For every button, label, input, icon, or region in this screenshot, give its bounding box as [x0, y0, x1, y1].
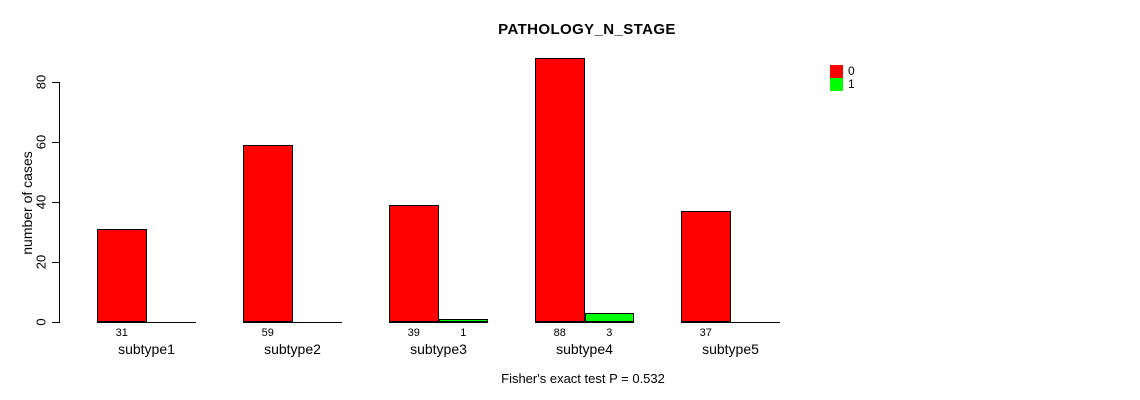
- x-category-label: subtype3: [410, 341, 467, 357]
- x-category-label: subtype2: [264, 341, 321, 357]
- bar-subtype5-series-0: [681, 211, 731, 322]
- y-axis-tick: [52, 322, 59, 323]
- y-axis-tick-label: 40: [33, 194, 49, 210]
- bar-count-label: 39: [407, 327, 420, 339]
- group-baseline: [681, 322, 780, 323]
- x-category-label: subtype4: [556, 341, 613, 357]
- x-category-label: subtype5: [702, 341, 759, 357]
- group-baseline: [243, 322, 342, 323]
- legend-swatch-1: [830, 78, 843, 91]
- y-axis-tick-label: 80: [33, 74, 49, 90]
- bar-subtype3-series-1: [438, 319, 488, 322]
- bar-count-label: 37: [699, 327, 712, 339]
- bar-subtype4-series-0: [535, 58, 585, 322]
- bar-subtype2-series-0: [243, 145, 293, 322]
- y-axis-line: [59, 82, 60, 323]
- bar-subtype1-series-0: [97, 229, 147, 322]
- x-category-label: subtype1: [118, 341, 175, 357]
- y-axis-tick: [52, 142, 59, 143]
- legend-item-label: 0: [848, 64, 855, 78]
- group-baseline: [97, 322, 196, 323]
- legend-swatch-0: [830, 65, 843, 78]
- y-axis-tick: [52, 82, 59, 83]
- bar-subtype4-series-1: [584, 313, 634, 322]
- y-axis-tick: [52, 202, 59, 203]
- group-baseline: [535, 322, 634, 323]
- group-baseline: [389, 322, 488, 323]
- chart-title: PATHOLOGY_N_STAGE: [498, 21, 676, 38]
- bar-count-label: 59: [261, 327, 274, 339]
- bar-count-label: 1: [460, 327, 467, 339]
- y-axis-tick-label: 60: [33, 134, 49, 150]
- bar-count-label: 88: [553, 327, 566, 339]
- bar-count-label: 31: [115, 327, 128, 339]
- y-axis-tick: [52, 262, 59, 263]
- footnote: Fisher's exact test P = 0.532: [501, 371, 665, 386]
- y-axis-tick-label: 20: [33, 254, 49, 270]
- bar-subtype3-series-0: [389, 205, 439, 322]
- legend-item-label: 1: [848, 77, 855, 91]
- bar-count-label: 3: [606, 327, 613, 339]
- y-axis-tick-label: 0: [33, 318, 49, 326]
